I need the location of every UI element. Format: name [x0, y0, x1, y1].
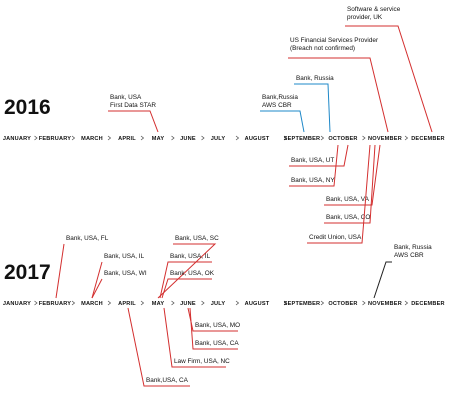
month-label: SEPTEMBER	[284, 301, 321, 307]
month-label: DECEMBER	[411, 301, 445, 307]
event-label: Software & service	[347, 6, 401, 13]
month-label: JULY	[211, 136, 226, 142]
month-label: MARCH	[81, 136, 103, 142]
event-label: US Financial Services Provider	[290, 37, 379, 44]
event-label: Bank, USA, NY	[291, 177, 335, 184]
event-connector	[373, 261, 392, 299]
event-label: Bank, Russia	[296, 75, 334, 82]
event-label: Bank, USA, SC	[175, 235, 219, 242]
year-label: 2017	[4, 261, 51, 284]
event-label: Bank, USA	[110, 94, 142, 101]
month-label: OCTOBER	[328, 136, 357, 142]
event-label: Bank, USA, VA	[326, 196, 370, 203]
event-label: provider, UK	[347, 14, 383, 21]
event-label: Credit Union, USA	[309, 234, 362, 241]
month-label: MARCH	[81, 301, 103, 307]
event-connector	[324, 144, 381, 206]
month-label: SEPTEMBER	[284, 136, 321, 142]
month-separator	[171, 135, 175, 141]
month-separator	[71, 300, 76, 306]
month-label: JANUARY	[3, 301, 31, 307]
month-separator	[320, 135, 325, 141]
event-label: Bank, USA, OK	[170, 270, 215, 277]
event-connector	[161, 278, 212, 299]
event-label: Bank, USA, IL	[104, 253, 145, 260]
month-separator	[140, 135, 145, 141]
month-label: MAY	[152, 136, 165, 142]
month-separator	[404, 300, 409, 306]
event-label: Bank, USA, UT	[291, 157, 334, 164]
month-separator	[201, 300, 205, 306]
event-label: Bank, USA, MO	[195, 322, 240, 329]
event-label: AWS CBR	[262, 102, 292, 109]
event-label: Bank, USA, CA	[195, 340, 239, 347]
event-label: Bank, USA, CO	[326, 214, 370, 221]
event-connector	[163, 307, 226, 368]
month-separator	[71, 135, 76, 141]
month-separator	[235, 135, 240, 141]
month-separator	[140, 300, 145, 306]
event-connector	[55, 243, 65, 299]
month-label: APRIL	[118, 136, 136, 142]
event-connector	[91, 261, 103, 299]
month-separator	[404, 135, 409, 141]
event-label: Bank, Russia	[394, 244, 432, 251]
event-connector	[289, 144, 339, 187]
event-connector	[307, 144, 371, 244]
event-label: First Data STAR	[110, 102, 156, 109]
month-label: MAY	[152, 301, 165, 307]
month-separator	[171, 300, 175, 306]
event-label: Bank, USA, IL	[170, 253, 211, 260]
month-separator	[34, 300, 38, 306]
month-separator	[283, 135, 288, 141]
event-label: (Breach not confirmed)	[290, 45, 355, 52]
month-label: OCTOBER	[328, 301, 357, 307]
month-separator	[107, 135, 112, 141]
month-separator	[320, 300, 325, 306]
month-label: AUGUST	[245, 136, 270, 142]
month-label: JUNE	[180, 301, 196, 307]
month-label: APRIL	[118, 301, 136, 307]
event-label: Bank, USA, FL	[66, 235, 109, 242]
month-separator	[283, 300, 288, 306]
month-label: DECEMBER	[411, 136, 445, 142]
event-label: Law Firm, USA, NC	[174, 358, 230, 365]
month-label: JANUARY	[3, 136, 31, 142]
month-label: NOVEMBER	[368, 136, 402, 142]
event-label: Bank, USA, WI	[104, 270, 147, 277]
event-connector	[157, 243, 217, 299]
month-label: FEBRUARY	[39, 136, 72, 142]
event-label: Bank,USA, CA	[146, 377, 189, 384]
event-connector	[91, 278, 103, 299]
year-label: 2016	[4, 96, 51, 119]
event-label: AWS CBR	[394, 252, 424, 259]
event-connector	[260, 110, 305, 133]
event-connector	[294, 83, 331, 133]
event-connector	[289, 144, 349, 167]
event-connector	[127, 307, 190, 387]
month-separator	[362, 300, 366, 306]
month-label: AUGUST	[245, 301, 270, 307]
month-separator	[362, 135, 366, 141]
event-connector	[324, 144, 376, 224]
event-connector	[108, 110, 159, 133]
month-separator	[201, 135, 205, 141]
month-label: FEBRUARY	[39, 301, 72, 307]
month-separator	[235, 300, 240, 306]
month-separator	[34, 135, 38, 141]
event-connector	[345, 25, 433, 133]
event-connector	[159, 261, 212, 299]
event-connector	[189, 307, 238, 350]
month-separator	[107, 300, 112, 306]
month-label: JULY	[211, 301, 226, 307]
month-label: JUNE	[180, 136, 196, 142]
month-label: NOVEMBER	[368, 301, 402, 307]
event-label: Bank,Russia	[262, 94, 298, 101]
event-connector	[288, 57, 389, 133]
